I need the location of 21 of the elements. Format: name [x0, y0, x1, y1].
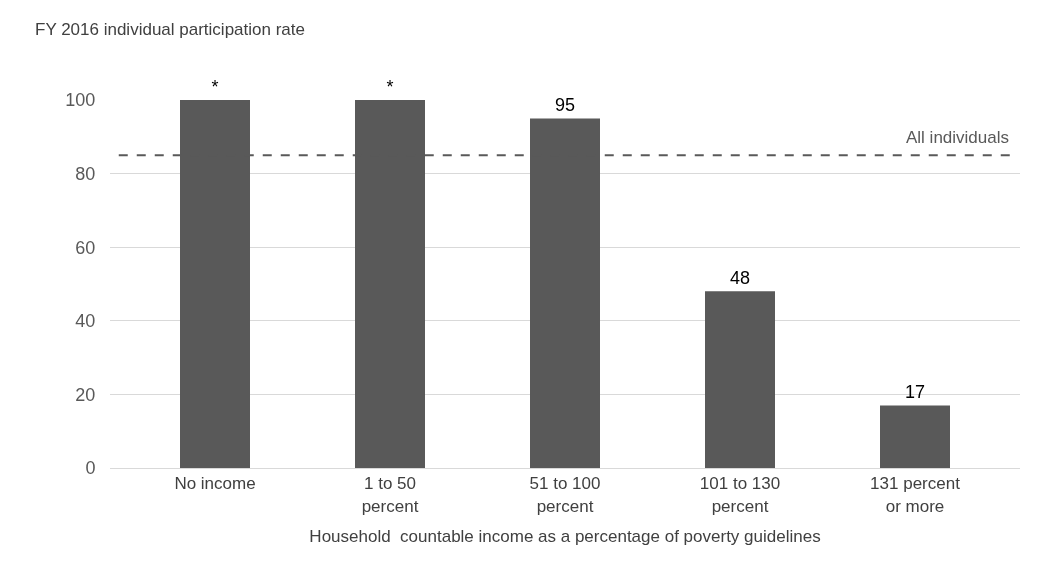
- y-tick-label: 60: [75, 237, 96, 258]
- x-tick-label: 1 to 50 percent: [361, 474, 419, 516]
- y-tick-label: 0: [85, 458, 96, 479]
- data-label: *: [211, 77, 219, 97]
- y-axis-title: FY 2016 individual participation rate: [35, 20, 305, 39]
- y-tick-label: 80: [75, 163, 96, 184]
- y-tick-label: 100: [65, 90, 96, 111]
- x-tick-label: 131 percent or more: [870, 474, 961, 516]
- x-tick-label: No income: [174, 474, 256, 494]
- x-tick-label: 101 to 130 percent: [699, 474, 781, 516]
- data-label: *: [386, 77, 394, 97]
- bar: [705, 291, 775, 468]
- data-label: 95: [554, 95, 576, 116]
- data-label: 48: [729, 268, 751, 289]
- y-tick-label: 20: [75, 384, 96, 405]
- bar: [880, 405, 950, 468]
- data-label: 17: [904, 382, 926, 403]
- y-tick-label: 40: [75, 311, 96, 332]
- x-axis-title: Household countable income as a percentage of poverty guidelines: [309, 526, 821, 546]
- ref-line-label: All individuals: [906, 128, 1009, 147]
- x-tick-label: 51 to 100 percent: [529, 474, 601, 516]
